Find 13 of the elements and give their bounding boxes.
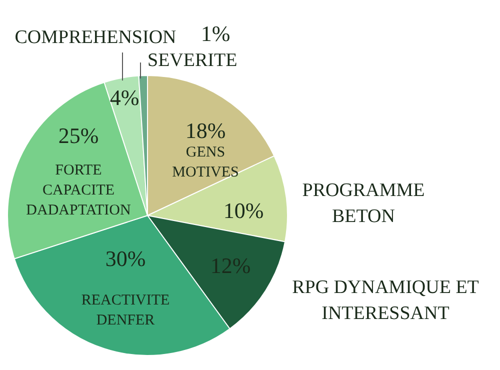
slice-label: PROGRAMME BETON bbox=[302, 180, 425, 228]
data-label: 18% bbox=[185, 118, 226, 143]
slice-label: REACTIVITE DENFER bbox=[81, 292, 170, 328]
data-label: 4% bbox=[110, 85, 140, 110]
slice-label: GENS MOTIVES bbox=[172, 144, 239, 180]
data-label: 25% bbox=[58, 123, 99, 148]
slice-label: COMPREHENSION bbox=[14, 27, 177, 48]
data-label: 1% bbox=[200, 21, 230, 46]
slice-label: FORTE CAPACITE DADAPTATION bbox=[26, 162, 131, 218]
slice-label: RPG DYNAMIQUE ET INTERESSANT bbox=[292, 276, 480, 324]
data-label: 10% bbox=[223, 198, 264, 223]
data-label: 30% bbox=[105, 246, 146, 271]
slice-label: SEVERITE bbox=[148, 50, 238, 71]
